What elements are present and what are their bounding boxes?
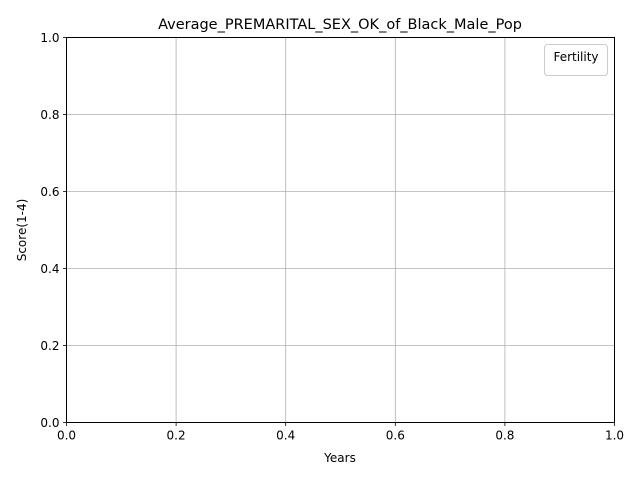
x-axis-ticks: 0.0 0.2 0.4 0.6 0.8 1.0 <box>57 422 624 443</box>
y-axis-ticks: 0.0 0.2 0.4 0.6 0.8 1.0 <box>40 31 67 430</box>
y-tick-label-2: 0.4 <box>40 262 59 276</box>
y-tick-label-0: 0.0 <box>40 416 59 430</box>
x-tick-label-2: 0.4 <box>276 429 295 443</box>
x-tick-label-0: 0.0 <box>57 429 76 443</box>
legend-title: Fertility <box>553 50 598 64</box>
x-tick-label-1: 0.2 <box>167 429 186 443</box>
y-tick-label-5: 1.0 <box>40 31 59 45</box>
y-tick-label-3: 0.6 <box>40 185 59 199</box>
y-axis-label: Score(1-4) <box>15 199 29 262</box>
legend-box <box>544 44 608 76</box>
x-axis-label: Years <box>323 451 356 465</box>
x-tick-label-5: 1.0 <box>605 429 624 443</box>
y-tick-label-4: 0.8 <box>40 108 59 122</box>
grid <box>66 37 615 423</box>
x-tick-label-4: 0.8 <box>495 429 514 443</box>
legend: Fertility <box>544 44 608 76</box>
x-tick-label-3: 0.6 <box>386 429 405 443</box>
plot-area-frame <box>66 37 615 423</box>
chart-title: Average_PREMARITAL_SEX_OK_of_Black_Male_… <box>158 17 522 33</box>
y-tick-label-1: 0.2 <box>40 339 59 353</box>
